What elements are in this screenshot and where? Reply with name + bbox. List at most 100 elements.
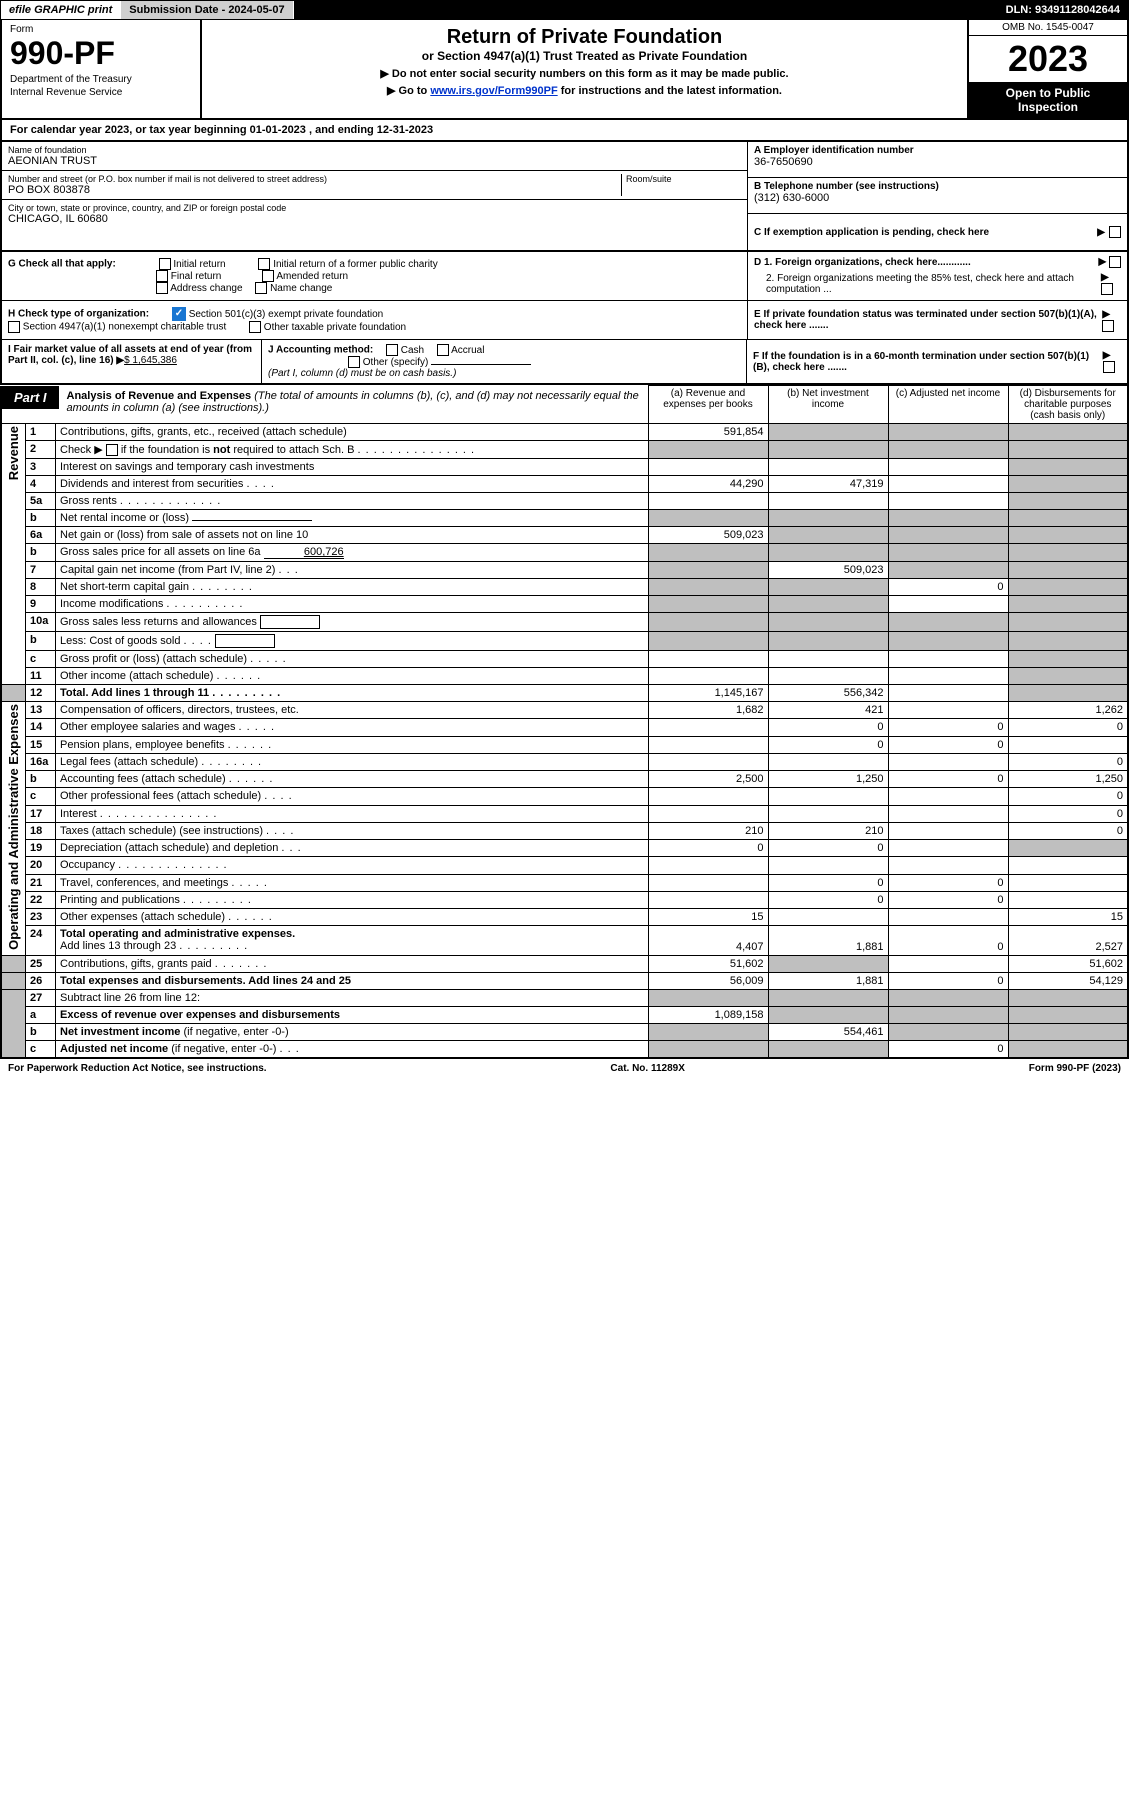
4947-checkbox[interactable]	[8, 321, 20, 333]
entity-box: Name of foundation AEONIAN TRUST Number …	[0, 142, 1129, 252]
irs-link[interactable]: www.irs.gov/Form990PF	[430, 85, 557, 97]
f-checkbox[interactable]	[1103, 361, 1115, 373]
city-cell: City or town, state or province, country…	[2, 200, 747, 228]
name-change-checkbox[interactable]	[255, 282, 267, 294]
other-method-checkbox[interactable]	[348, 356, 360, 368]
desc-text: Accounting fees (attach schedule)	[60, 773, 226, 785]
d1-checkbox[interactable]	[1109, 256, 1121, 268]
initial-checkbox[interactable]	[159, 258, 171, 270]
c-checkbox[interactable]	[1109, 226, 1121, 238]
line-desc: Excess of revenue over expenses and disb…	[56, 1006, 649, 1023]
cash-label: Cash	[401, 345, 424, 356]
amt-c	[888, 424, 1008, 441]
desc-text: Contributions, gifts, grants paid	[60, 958, 212, 970]
addr-change-checkbox[interactable]	[156, 282, 168, 294]
amt-b	[768, 753, 888, 770]
amt-d	[1008, 1040, 1128, 1058]
arrow-icon: ▶	[1099, 257, 1107, 268]
desc-text: Capital gain net income (from Part IV, l…	[60, 564, 275, 576]
line-desc: Net investment income (if negative, ente…	[56, 1023, 649, 1040]
amt-a: 1,682	[648, 702, 768, 719]
line-desc: Gross sales price for all assets on line…	[56, 544, 649, 562]
inspection-1: Open to Public	[973, 86, 1123, 100]
amt-b: 0	[768, 840, 888, 857]
amt-a	[648, 857, 768, 874]
amt-d: 54,129	[1008, 972, 1128, 989]
line-desc: Less: Cost of goods sold . . . .	[56, 632, 649, 651]
form-label: Form	[10, 24, 192, 35]
amt-c: 0	[888, 771, 1008, 788]
amt-a: 44,290	[648, 476, 768, 493]
amt-d	[1008, 544, 1128, 562]
schb-checkbox[interactable]	[106, 444, 118, 456]
line-desc: Interest . . . . . . . . . . . . . . .	[56, 805, 649, 822]
line-num: 14	[26, 719, 56, 736]
e-check: E If private foundation status was termi…	[747, 301, 1127, 339]
amt-d: 15	[1008, 909, 1128, 926]
amt-a	[648, 562, 768, 579]
e-checkbox[interactable]	[1102, 320, 1114, 332]
amt-d	[1008, 441, 1128, 459]
final-checkbox[interactable]	[156, 270, 168, 282]
phone-label: B Telephone number (see instructions)	[754, 181, 1121, 192]
name-label: Name of foundation	[8, 145, 741, 155]
amt-a	[648, 989, 768, 1006]
foundation-name-cell: Name of foundation AEONIAN TRUST	[2, 142, 747, 171]
amt-c	[888, 753, 1008, 770]
cash-checkbox[interactable]	[386, 344, 398, 356]
amt-d	[1008, 736, 1128, 753]
amt-b: 554,461	[768, 1023, 888, 1040]
line-desc: Subtract line 26 from line 12:	[56, 989, 649, 1006]
col-a-header: (a) Revenue and expenses per books	[648, 386, 768, 424]
amt-b: 0	[768, 891, 888, 908]
501c3-checkbox[interactable]: ✓	[172, 307, 186, 321]
spacer	[1, 972, 26, 989]
table-row: 24 Total operating and administrative ex…	[1, 926, 1128, 956]
amt-d	[1008, 424, 1128, 441]
table-row: b Accounting fees (attach schedule) . . …	[1, 771, 1128, 788]
initial-former-checkbox[interactable]	[258, 258, 270, 270]
other-tax-checkbox[interactable]	[249, 321, 261, 333]
amt-b	[768, 441, 888, 459]
line-num: 7	[26, 562, 56, 579]
accrual-checkbox[interactable]	[437, 344, 449, 356]
amt-b	[768, 613, 888, 632]
amt-b: 1,250	[768, 771, 888, 788]
line-desc: Accounting fees (attach schedule) . . . …	[56, 771, 649, 788]
amt-c: 0	[888, 579, 1008, 596]
i-cell: I Fair market value of all assets at end…	[2, 340, 262, 383]
line-desc: Gross sales less returns and allowances	[56, 613, 649, 632]
initial-return: Initial return	[173, 259, 225, 270]
line-num: a	[26, 1006, 56, 1023]
desc-text: Travel, conferences, and meetings	[60, 877, 228, 889]
amt-c	[888, 596, 1008, 613]
amt-a	[648, 668, 768, 685]
amt-a	[648, 874, 768, 891]
amt-b	[768, 527, 888, 544]
desc-text: Gross rents	[60, 495, 117, 507]
amt-d: 0	[1008, 719, 1128, 736]
line-num: b	[26, 544, 56, 562]
amt-c	[888, 668, 1008, 685]
table-row: 26 Total expenses and disbursements. Add…	[1, 972, 1128, 989]
amt-c: 0	[888, 736, 1008, 753]
line-num: 26	[26, 972, 56, 989]
d2-checkbox[interactable]	[1101, 283, 1113, 295]
line-desc: Printing and publications . . . . . . . …	[56, 891, 649, 908]
amt-c	[888, 822, 1008, 839]
amt-b: 210	[768, 822, 888, 839]
line-desc: Gross rents . . . . . . . . . . . . .	[56, 493, 649, 510]
line-desc: Travel, conferences, and meetings . . . …	[56, 874, 649, 891]
amt-d: 2,527	[1008, 926, 1128, 956]
amended-checkbox[interactable]	[262, 270, 274, 282]
line-num: 18	[26, 822, 56, 839]
arrow-icon: ▶	[1097, 227, 1105, 238]
line-desc: Total. Add lines 1 through 11 . . . . . …	[56, 685, 649, 702]
table-row: 12 Total. Add lines 1 through 11 . . . .…	[1, 685, 1128, 702]
desc-text: Interest	[60, 808, 97, 820]
table-row: b Net investment income (if negative, en…	[1, 1023, 1128, 1040]
table-row: 7 Capital gain net income (from Part IV,…	[1, 562, 1128, 579]
e-label: E If private foundation status was termi…	[754, 309, 1102, 331]
c-label: C If exemption application is pending, c…	[754, 227, 989, 238]
amt-d	[1008, 493, 1128, 510]
